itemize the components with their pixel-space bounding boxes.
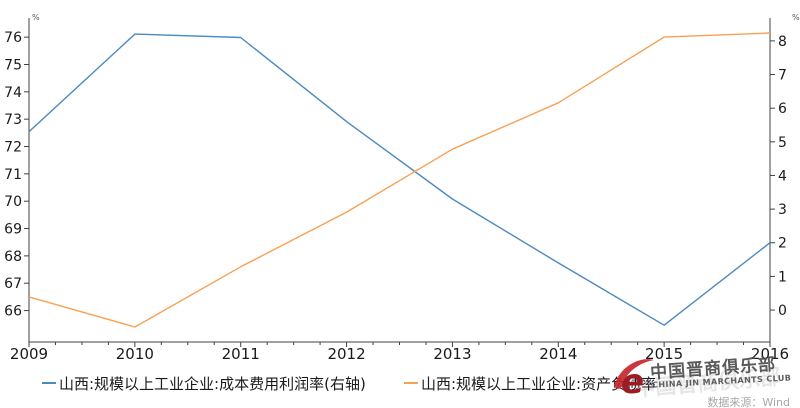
left-axis-tick-label: 67 <box>4 276 22 292</box>
left-axis-tick-label: 69 <box>4 222 22 238</box>
right-axis-tick-label: 7 <box>778 68 787 84</box>
right-axis-tick-label: 0 <box>778 303 787 319</box>
right-axis-tick-label: 3 <box>778 202 787 218</box>
x-axis-label: 2016 <box>751 345 789 363</box>
right-axis-tick-label: 8 <box>778 34 787 50</box>
plot-area: 2009 2010 2011 2012 2013 2014 2015 201666676869… <box>4 13 800 363</box>
club-logo-icon: e <box>614 359 654 400</box>
left-axis-tick-label: 75 <box>4 57 22 73</box>
watermark: 中国晋商俱乐部 e 中国晋商俱乐部 CHINA JIN MARCHANTS CL… <box>612 351 800 401</box>
x-axis-label: 2013 <box>433 345 471 363</box>
left-axis-unit-label: % <box>32 13 40 22</box>
x-axis-label: 2010 <box>116 345 154 363</box>
right-axis-tick-label: 6 <box>778 101 787 117</box>
x-axis-label: 2015 <box>645 345 683 363</box>
right-axis-tick-label: 4 <box>778 168 787 184</box>
left-axis-tick-label: 70 <box>4 194 22 210</box>
data-source-label: 数据来源： <box>707 396 763 408</box>
left-axis-tick-label: 71 <box>4 167 22 183</box>
legend-item-asset-liability-ratio: 山西:规模以上工业企业:资产负债率 <box>404 373 656 393</box>
left-axis-tick-label: 66 <box>4 304 22 320</box>
legend-marker-blue-line <box>42 382 56 384</box>
x-axis-label: 2009 <box>10 345 48 363</box>
x-axis-label: 2014 <box>539 345 577 363</box>
legend-marker-orange-line <box>404 382 418 384</box>
legend-label-asset-liability-ratio: 山西:规模以上工业企业:资产负债率 <box>421 374 657 393</box>
left-axis-tick-label: 73 <box>4 112 22 128</box>
right-axis-unit-label: % <box>792 13 800 22</box>
left-axis-tick-label: 74 <box>4 85 22 101</box>
series-line-cost-expense-profit-rate <box>28 33 771 326</box>
legend-item-cost-expense-profit-rate: 山西:规模以上工业企业:成本费用利润率(右轴) <box>42 373 366 393</box>
x-axis-label: 2012 <box>327 345 365 363</box>
series-line-asset-liability-ratio <box>28 32 771 328</box>
legend-label-cost-expense-profit-rate: 山西:规模以上工业企业:成本费用利润率(右轴) <box>59 374 366 393</box>
left-axis-tick-label: 76 <box>4 30 22 46</box>
data-source-value: Wind <box>762 396 790 408</box>
left-axis-tick-label: 72 <box>4 140 22 156</box>
right-axis-tick-label: 2 <box>778 236 787 252</box>
data-source: 数据来源：Wind <box>707 394 790 408</box>
svg-text:e: e <box>621 362 644 400</box>
right-axis-tick-label: 1 <box>778 269 787 285</box>
right-axis-tick-label: 5 <box>778 135 787 151</box>
left-axis-tick-label: 68 <box>4 249 22 265</box>
x-axis-label: 2011 <box>222 345 260 363</box>
